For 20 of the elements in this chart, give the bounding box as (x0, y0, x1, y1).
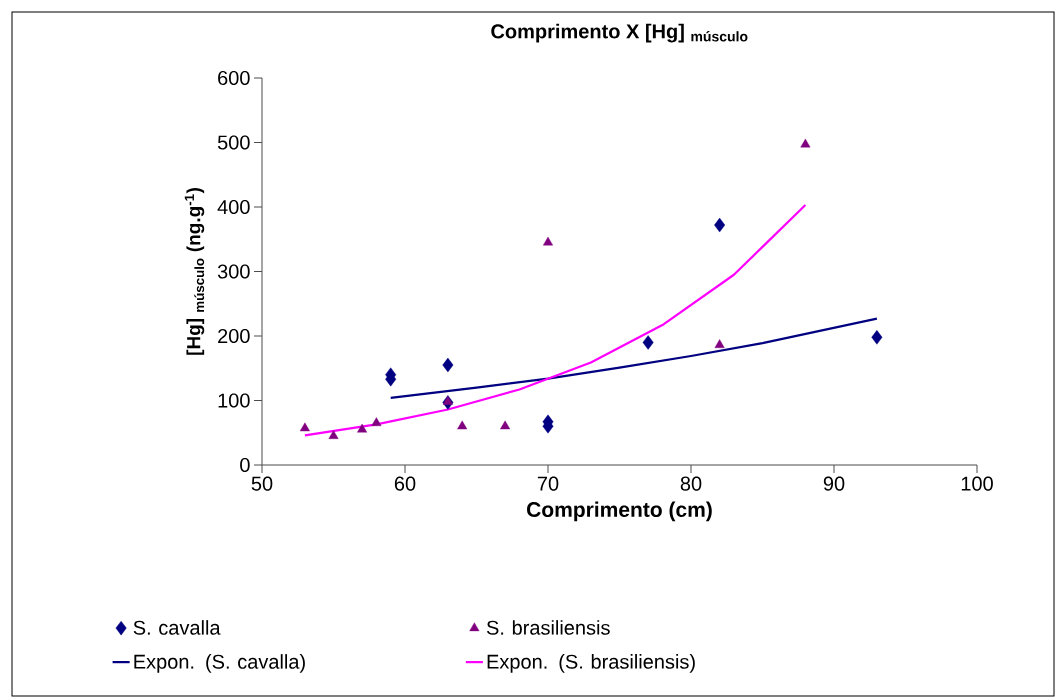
y-axis-title: [Hg] $_{músculo}$ (ng.g$^{-1}$) (184, 188, 205, 355)
x-tick-label: 90 (823, 476, 845, 491)
y-tick-label: 200 (218, 328, 250, 344)
y-tick-label: 400 (217, 199, 250, 215)
y-tick-label: 600 (218, 70, 250, 86)
y-tick-label: 300 (217, 264, 250, 279)
chart-title: Comprimento X [Hg] $_{músculo}$ (491, 23, 748, 43)
x-tick-label: 100 (961, 476, 993, 491)
y-tick-label: 500 (217, 135, 250, 150)
legend-label: Expon. (S. brasiliensis) (487, 654, 695, 673)
x-tick-label: 70 (537, 476, 559, 491)
x-tick-label: 50 (251, 476, 273, 491)
x-tick-label: 80 (680, 476, 702, 491)
legend-label: S. brasiliensis (486, 620, 610, 635)
legend-label: S. cavalla (133, 620, 221, 635)
x-tick-label: 60 (394, 476, 416, 491)
y-tick-label: 100 (218, 393, 250, 408)
y-tick-label: 0 (240, 457, 250, 473)
legend-label: Expon. (S. cavalla) (134, 654, 305, 673)
x-axis-title: Comprimento (cm) (527, 501, 712, 522)
